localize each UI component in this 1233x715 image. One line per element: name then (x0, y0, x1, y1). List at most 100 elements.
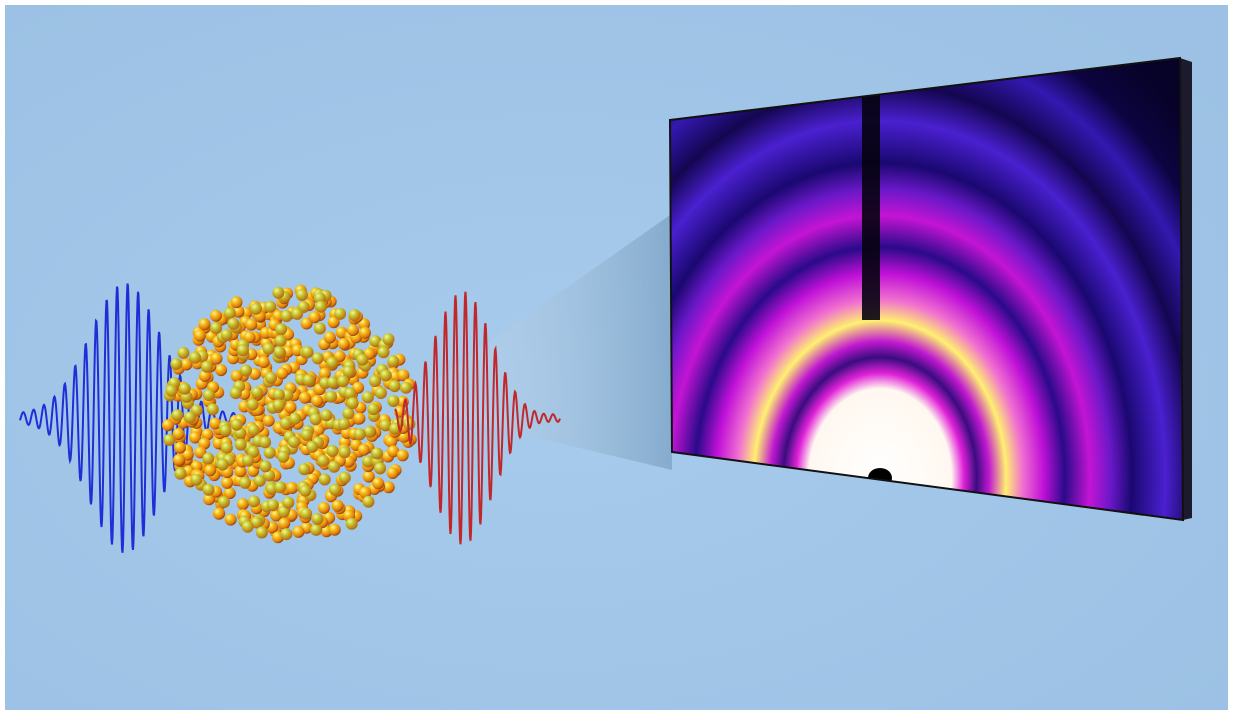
atom (203, 389, 215, 401)
illustration (0, 0, 1233, 715)
atom (310, 524, 322, 536)
atom (256, 527, 268, 539)
atom (171, 409, 183, 421)
atom (276, 367, 288, 379)
atom (250, 303, 262, 315)
atom (371, 448, 383, 460)
atom (231, 419, 243, 431)
atom (275, 323, 287, 335)
atom (199, 318, 211, 330)
atom (356, 354, 368, 366)
atom (293, 526, 305, 538)
atom (282, 497, 294, 509)
atom (374, 462, 386, 474)
atom (296, 289, 308, 301)
atom (288, 436, 300, 448)
atom (211, 353, 223, 365)
atom (162, 419, 174, 431)
atom (278, 518, 290, 530)
atom (339, 446, 351, 458)
atom (258, 356, 270, 368)
atom (218, 496, 230, 508)
diffraction-pattern (660, 50, 1190, 530)
atom (179, 383, 191, 395)
atom (354, 428, 366, 440)
atom (397, 449, 409, 461)
atom (389, 380, 401, 392)
atom (221, 477, 233, 489)
atom (217, 459, 229, 471)
atom (369, 375, 381, 387)
atom (329, 524, 341, 536)
atom (324, 332, 336, 344)
atom (170, 358, 182, 370)
atom (312, 513, 324, 525)
detector (660, 50, 1192, 530)
atom (215, 364, 227, 376)
atom (224, 307, 236, 319)
atom (387, 395, 399, 407)
atom (245, 319, 257, 331)
atom (230, 387, 242, 399)
atom (347, 397, 359, 409)
atom (298, 463, 310, 475)
atom (286, 482, 298, 494)
atom (273, 399, 285, 411)
atom (273, 346, 285, 358)
atom (173, 454, 185, 466)
atom (184, 412, 196, 424)
atom (242, 455, 254, 467)
atom (227, 318, 239, 330)
atom (177, 347, 189, 359)
atom (260, 460, 272, 472)
atom (203, 484, 215, 496)
atom (265, 372, 277, 384)
atom (165, 385, 177, 397)
atom (319, 474, 331, 486)
atom (309, 311, 321, 323)
atom (237, 344, 249, 356)
atom (318, 502, 330, 514)
atom (220, 424, 232, 436)
atom (325, 391, 337, 403)
atom (251, 387, 263, 399)
atom (334, 308, 346, 320)
atom (263, 343, 275, 355)
atom (273, 389, 285, 401)
atom (210, 310, 222, 322)
atom (267, 499, 279, 511)
atom (314, 323, 326, 335)
atom (299, 485, 311, 497)
atom (189, 352, 201, 364)
atom (221, 329, 233, 341)
atom (207, 403, 219, 415)
atom (277, 451, 289, 463)
atom (213, 508, 225, 520)
rings (660, 50, 1190, 530)
atom (387, 355, 399, 367)
atom (174, 442, 186, 454)
atom (263, 415, 275, 427)
atom (231, 296, 243, 308)
atom (383, 333, 395, 345)
atom (347, 324, 359, 336)
atom (338, 338, 350, 350)
atom (338, 418, 350, 430)
atom (312, 352, 324, 364)
atom (327, 445, 339, 457)
atom (326, 357, 338, 369)
atom (363, 496, 375, 508)
atom (281, 310, 293, 322)
atom (301, 429, 313, 441)
atom (354, 413, 366, 425)
atom (225, 514, 237, 526)
atom (175, 468, 187, 480)
atom (306, 441, 318, 453)
atom (380, 370, 392, 382)
atom (247, 399, 259, 411)
atom (299, 392, 311, 404)
atom (346, 518, 358, 530)
atom (242, 521, 254, 533)
atom (248, 495, 260, 507)
atom (264, 301, 276, 313)
